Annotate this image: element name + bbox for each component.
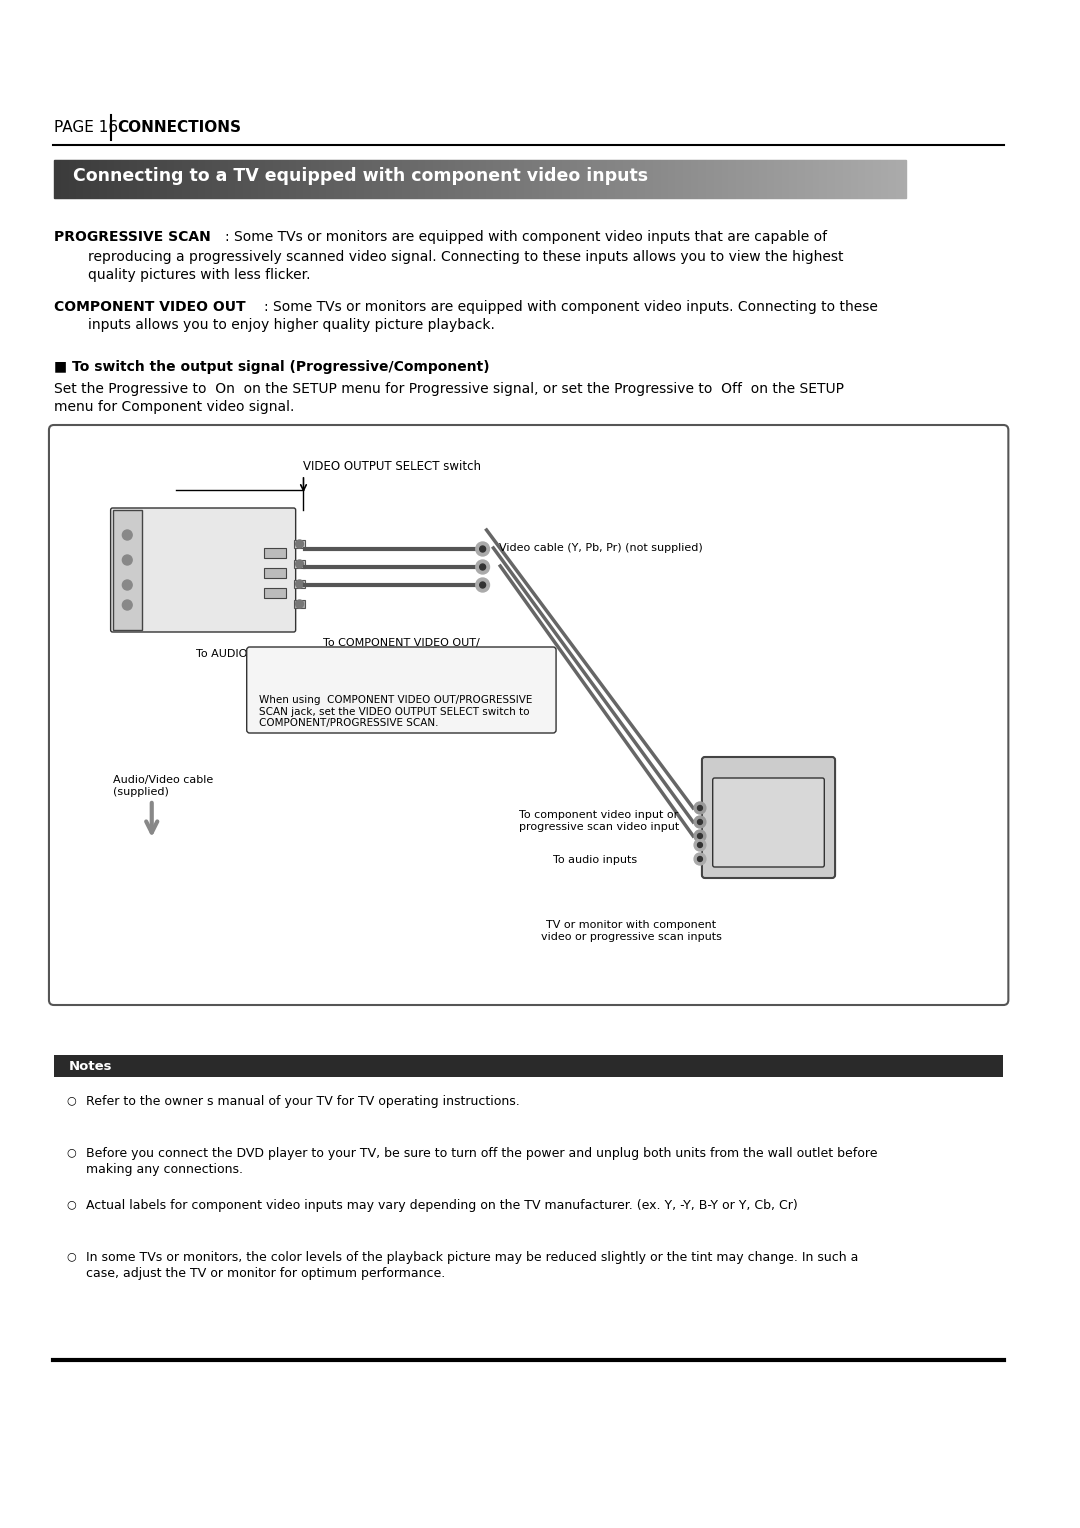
- Bar: [265, 568, 286, 578]
- Text: To component video input or
progressive scan video input: To component video input or progressive …: [518, 810, 679, 831]
- Circle shape: [296, 539, 303, 549]
- Circle shape: [698, 842, 702, 848]
- Text: case, adjust the TV or monitor for optimum performance.: case, adjust the TV or monitor for optim…: [86, 1267, 445, 1280]
- Bar: [112, 510, 141, 630]
- Bar: [54, 1054, 1003, 1077]
- Text: To COMPONENT VIDEO OUT/
PROGRESSIVE SCAN (Pb, Pr, Y): To COMPONENT VIDEO OUT/ PROGRESSIVE SCAN…: [323, 639, 494, 660]
- Circle shape: [694, 839, 706, 851]
- Bar: [294, 539, 306, 549]
- Circle shape: [122, 555, 132, 565]
- Circle shape: [480, 564, 486, 570]
- Circle shape: [296, 559, 303, 568]
- Circle shape: [296, 581, 303, 588]
- Circle shape: [698, 819, 702, 825]
- Text: ○: ○: [67, 1251, 77, 1261]
- Text: To AUDIO OUT (L/R): To AUDIO OUT (L/R): [195, 648, 305, 659]
- Circle shape: [122, 601, 132, 610]
- Circle shape: [480, 582, 486, 588]
- Circle shape: [694, 830, 706, 842]
- Text: VIDEO OUTPUT SELECT switch: VIDEO OUTPUT SELECT switch: [302, 460, 481, 474]
- Circle shape: [480, 545, 486, 552]
- Text: Actual labels for component video inputs may vary depending on the TV manufactur: Actual labels for component video inputs…: [86, 1199, 798, 1212]
- Text: ■ To switch the output signal (Progressive/Component): ■ To switch the output signal (Progressi…: [54, 361, 489, 374]
- Circle shape: [694, 853, 706, 865]
- Text: : Some TVs or monitors are equipped with component video inputs. Connecting to t: : Some TVs or monitors are equipped with…: [265, 299, 878, 313]
- Text: CONNECTIONS: CONNECTIONS: [118, 121, 242, 134]
- Text: making any connections.: making any connections.: [86, 1163, 243, 1177]
- Circle shape: [694, 816, 706, 828]
- Circle shape: [122, 581, 132, 590]
- Text: Notes: Notes: [68, 1060, 112, 1073]
- Text: Before you connect the DVD player to your TV, be sure to turn off the power and : Before you connect the DVD player to you…: [86, 1148, 878, 1160]
- Text: In some TVs or monitors, the color levels of the playback picture may be reduced: In some TVs or monitors, the color level…: [86, 1251, 859, 1264]
- Bar: [294, 559, 306, 568]
- Circle shape: [694, 802, 706, 814]
- Text: Audio/Video cable
(supplied): Audio/Video cable (supplied): [112, 775, 213, 796]
- Text: Video cable (Y, Pb, Pr) (not supplied): Video cable (Y, Pb, Pr) (not supplied): [499, 542, 703, 553]
- Text: menu for Component video signal.: menu for Component video signal.: [54, 400, 294, 414]
- Text: Connecting to a TV equipped with component video inputs: Connecting to a TV equipped with compone…: [73, 167, 649, 185]
- Bar: [294, 601, 306, 608]
- Text: ○: ○: [67, 1199, 77, 1209]
- Text: : Some TVs or monitors are equipped with component video inputs that are capable: : Some TVs or monitors are equipped with…: [225, 231, 827, 244]
- Text: ○: ○: [67, 1096, 77, 1105]
- Circle shape: [476, 578, 489, 591]
- Circle shape: [476, 542, 489, 556]
- Text: ○: ○: [67, 1148, 77, 1157]
- Text: COMPONENT VIDEO OUT: COMPONENT VIDEO OUT: [54, 299, 245, 313]
- Circle shape: [122, 530, 132, 539]
- FancyBboxPatch shape: [713, 778, 824, 866]
- Text: Refer to the owner s manual of your TV for TV operating instructions.: Refer to the owner s manual of your TV f…: [86, 1096, 519, 1108]
- Text: To audio inputs: To audio inputs: [553, 856, 637, 865]
- Text: Set the Progressive to  On  on the SETUP menu for Progressive signal, or set the: Set the Progressive to On on the SETUP m…: [54, 382, 843, 396]
- FancyBboxPatch shape: [246, 646, 556, 733]
- Text: TV or monitor with component
video or progressive scan inputs: TV or monitor with component video or pr…: [541, 920, 721, 941]
- Circle shape: [698, 805, 702, 810]
- Text: PROGRESSIVE SCAN: PROGRESSIVE SCAN: [54, 231, 211, 244]
- Bar: [265, 549, 286, 558]
- Bar: [265, 588, 286, 597]
- FancyBboxPatch shape: [49, 425, 1009, 1005]
- FancyBboxPatch shape: [702, 756, 835, 879]
- Text: When using  COMPONENT VIDEO OUT/PROGRESSIVE
SCAN jack, set the VIDEO OUTPUT SELE: When using COMPONENT VIDEO OUT/PROGRESSI…: [259, 695, 532, 729]
- Circle shape: [698, 833, 702, 839]
- Text: reproducing a progressively scanned video signal. Connecting to these inputs all: reproducing a progressively scanned vide…: [89, 251, 843, 264]
- Text: quality pictures with less flicker.: quality pictures with less flicker.: [89, 267, 311, 283]
- Bar: [294, 581, 306, 588]
- Text: PAGE 16: PAGE 16: [54, 121, 118, 134]
- Text: inputs allows you to enjoy higher quality picture playback.: inputs allows you to enjoy higher qualit…: [89, 318, 495, 332]
- Circle shape: [476, 559, 489, 575]
- FancyBboxPatch shape: [110, 507, 296, 633]
- Circle shape: [698, 857, 702, 862]
- Circle shape: [296, 601, 303, 608]
